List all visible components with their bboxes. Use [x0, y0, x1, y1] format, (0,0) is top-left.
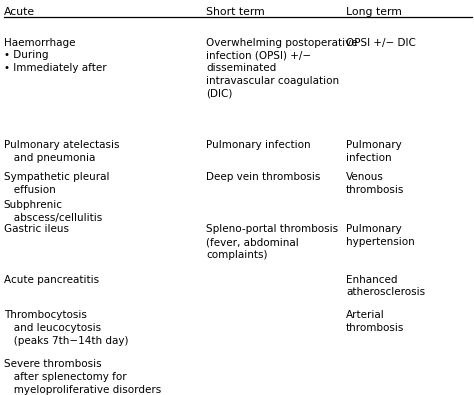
Text: OPSI +/− DIC: OPSI +/− DIC	[346, 38, 416, 47]
Text: Overwhelming postoperative
infection (OPSI) +/−
disseminated
intravascular coagu: Overwhelming postoperative infection (OP…	[206, 38, 358, 99]
Text: Venous
thrombosis: Venous thrombosis	[346, 172, 404, 195]
Text: Pulmonary
infection: Pulmonary infection	[346, 140, 402, 163]
Text: Haemorrhage
• During
• Immediately after: Haemorrhage • During • Immediately after	[4, 38, 107, 73]
Text: Enhanced
atherosclerosis: Enhanced atherosclerosis	[346, 275, 425, 297]
Text: Acute: Acute	[4, 7, 35, 17]
Text: Subphrenic
   abscess/cellulitis: Subphrenic abscess/cellulitis	[4, 200, 102, 223]
Text: Pulmonary atelectasis
   and pneumonia: Pulmonary atelectasis and pneumonia	[4, 140, 119, 163]
Text: Arterial
thrombosis: Arterial thrombosis	[346, 310, 404, 333]
Text: Thrombocytosis
   and leucocytosis
   (peaks 7th−14th day): Thrombocytosis and leucocytosis (peaks 7…	[4, 310, 128, 346]
Text: Pulmonary infection: Pulmonary infection	[206, 140, 311, 150]
Text: Spleno-portal thrombosis
(fever, abdominal
complaints): Spleno-portal thrombosis (fever, abdomin…	[206, 224, 338, 260]
Text: Pulmonary
hypertension: Pulmonary hypertension	[346, 224, 415, 247]
Text: Acute pancreatitis: Acute pancreatitis	[4, 275, 99, 284]
Text: Short term: Short term	[206, 7, 265, 17]
Text: Sympathetic pleural
   effusion: Sympathetic pleural effusion	[4, 172, 109, 195]
Text: Long term: Long term	[346, 7, 402, 17]
Text: Gastric ileus: Gastric ileus	[4, 224, 69, 234]
Text: Deep vein thrombosis: Deep vein thrombosis	[206, 172, 320, 182]
Text: Severe thrombosis
   after splenectomy for
   myeloproliferative disorders: Severe thrombosis after splenectomy for …	[4, 359, 161, 395]
